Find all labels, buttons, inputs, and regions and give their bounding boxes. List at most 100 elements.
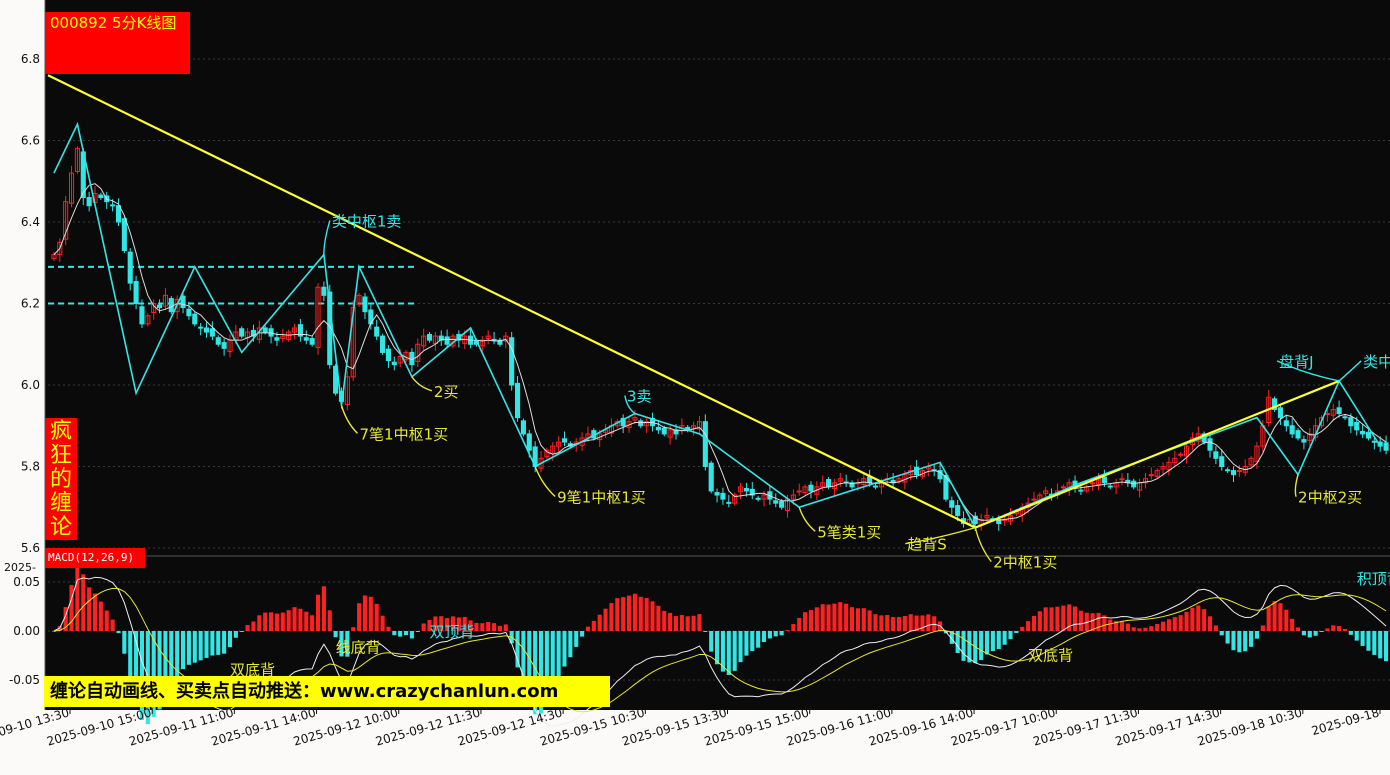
macd-bar	[1131, 627, 1136, 631]
macd-bar	[357, 603, 362, 631]
macd-bar	[662, 610, 667, 631]
macd-bar	[533, 631, 538, 715]
macd-bar	[87, 587, 92, 631]
candle	[74, 146, 80, 174]
candle	[63, 195, 69, 245]
macd-bar	[527, 631, 532, 703]
macd-bar	[450, 616, 456, 631]
candle	[1383, 435, 1389, 455]
macd-bar	[245, 625, 250, 631]
macd-bar	[345, 631, 350, 657]
macd-bar	[914, 615, 919, 631]
promo-banner[interactable]: 缠论自动画线、买卖点自动推送：www.crazychanlun.com	[44, 676, 610, 707]
macd-bar	[562, 631, 567, 667]
macd-bar	[720, 631, 725, 672]
candle	[1248, 455, 1254, 468]
macd-bar	[257, 615, 262, 631]
candle	[1301, 435, 1307, 450]
macd-bar	[263, 612, 268, 631]
macd-bar	[362, 595, 368, 631]
candle	[203, 322, 210, 338]
candle	[937, 463, 943, 483]
macd-bar	[902, 615, 907, 631]
macd-bar	[134, 631, 139, 702]
candle	[737, 482, 744, 500]
candle	[1219, 449, 1225, 471]
macd-bar	[1014, 631, 1019, 633]
macd-bar	[139, 631, 145, 721]
macd-bar	[726, 631, 731, 676]
candle	[438, 330, 444, 346]
macd-bar	[650, 601, 655, 631]
macd-bar	[785, 630, 790, 632]
annotation-arrow	[974, 527, 992, 563]
candle	[538, 451, 544, 473]
macd-bar	[233, 631, 238, 638]
macd-bar	[433, 616, 438, 631]
macd-bar	[497, 625, 502, 631]
macd-bar	[632, 593, 637, 631]
y-tick-label: 6.6	[21, 134, 40, 148]
y-tick-label: 6.4	[21, 215, 40, 229]
candle	[708, 460, 714, 494]
macd-bar	[110, 619, 115, 631]
candle	[1236, 464, 1242, 478]
candle	[655, 420, 661, 434]
macd-annotation: 双顶背	[430, 623, 475, 641]
candle	[620, 414, 626, 434]
candle	[632, 410, 638, 425]
candle	[1283, 415, 1289, 432]
macd-bar	[603, 608, 608, 631]
annotation-label: 盘背J	[1279, 353, 1313, 371]
macd-bar	[480, 623, 485, 631]
candle	[544, 447, 550, 460]
candle	[726, 495, 732, 508]
macd-bar	[626, 595, 632, 631]
macd-bar	[761, 631, 767, 643]
macd-bar	[1366, 631, 1371, 651]
macd-bar	[75, 564, 80, 631]
macd-bar	[503, 624, 508, 631]
macd-bar	[879, 615, 884, 631]
macd-bar	[1342, 628, 1348, 631]
macd-bar	[691, 615, 696, 631]
candle	[1172, 451, 1178, 467]
candle	[421, 328, 427, 350]
macd-bar	[1149, 626, 1154, 631]
macd-bar	[1049, 607, 1054, 631]
macd-bar	[544, 631, 549, 705]
macd-bar	[1243, 631, 1248, 652]
macd-bar	[1231, 631, 1236, 651]
macd-tick-label: 0.05	[13, 575, 40, 589]
macd-bar	[673, 616, 679, 631]
macd-bar	[644, 598, 649, 631]
macd-bar	[844, 603, 849, 631]
macd-bar	[1067, 604, 1072, 631]
macd-bar	[1360, 631, 1365, 646]
candle	[115, 198, 122, 227]
macd-bar	[697, 614, 702, 631]
candle	[1060, 484, 1066, 491]
macd-bar	[269, 612, 274, 631]
candle	[121, 216, 127, 253]
candle	[1289, 418, 1295, 438]
candle	[849, 480, 855, 490]
candle	[1166, 456, 1172, 476]
annotation-arrow	[1294, 474, 1299, 497]
macd-bar	[1225, 631, 1230, 644]
candle	[303, 330, 309, 345]
candle	[755, 495, 761, 502]
macd-bar	[1020, 626, 1025, 631]
candle	[57, 238, 63, 262]
macd-bar	[1319, 631, 1324, 632]
truncated-date: 2025-	[4, 561, 36, 574]
annotation-label: 9笔1中枢1买	[557, 489, 646, 507]
candle	[333, 363, 339, 396]
candle	[432, 332, 438, 351]
macd-bar	[210, 631, 215, 656]
macd-bar	[280, 612, 285, 631]
macd-bar	[1043, 607, 1048, 631]
macd-bar	[621, 597, 626, 631]
macd-bar	[386, 626, 391, 631]
macd-bar	[1290, 618, 1295, 631]
